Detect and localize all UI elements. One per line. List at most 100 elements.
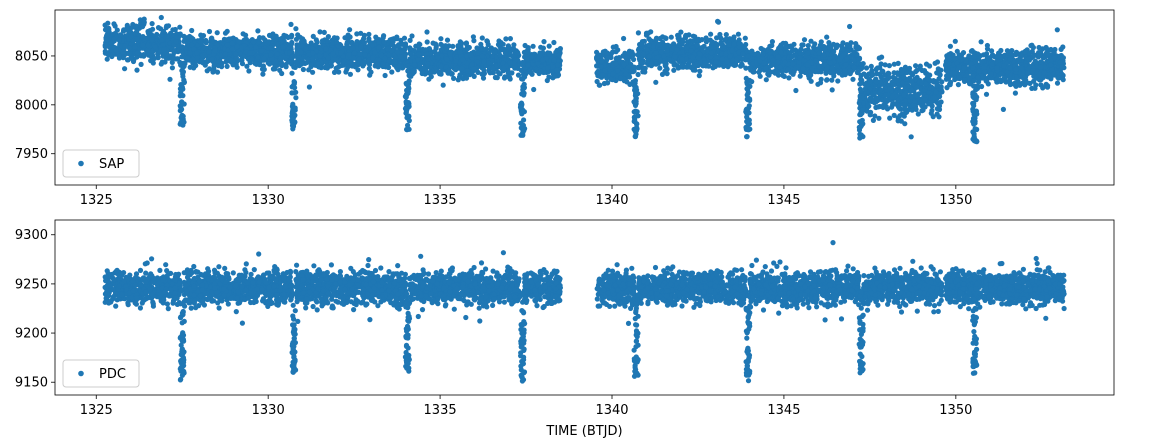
sap-data-point	[135, 28, 140, 33]
sap-data-point	[346, 52, 351, 57]
sap-data-point	[415, 57, 420, 62]
sap-data-point	[213, 48, 218, 53]
sap-data-point	[613, 61, 618, 66]
sap-data-point	[148, 58, 153, 63]
sap-data-point	[697, 69, 702, 74]
sap-data-point	[389, 48, 394, 53]
sap-data-point	[597, 83, 602, 88]
sap-data-point	[790, 61, 795, 66]
sap-data-point	[890, 94, 895, 99]
sap-data-point	[831, 73, 836, 78]
sap-data-point	[553, 74, 558, 79]
sap-data-point	[267, 33, 272, 38]
sap-data-point	[110, 52, 115, 57]
sap-data-point	[338, 50, 343, 55]
sap-data-point	[228, 58, 233, 63]
sap-data-point	[306, 57, 311, 62]
sap-data-point	[400, 42, 405, 47]
sap-data-point	[412, 62, 417, 67]
sap-data-point	[892, 70, 897, 75]
sap-data-point	[805, 63, 810, 68]
sap-data-point	[824, 77, 829, 82]
sap-data-point	[697, 51, 702, 56]
sap-data-point	[370, 43, 375, 48]
sap-data-point	[428, 71, 433, 76]
sap-flux-panel: 1325 1330 1335 1340 1345 1350 795080008050 SA…	[15, 10, 1114, 208]
sap-data-point	[600, 72, 605, 77]
sap-data-point	[531, 87, 536, 92]
sap-data-point	[470, 62, 475, 67]
sap-data-point	[697, 73, 702, 78]
sap-data-point	[599, 58, 604, 63]
sap-data-point	[671, 68, 676, 73]
sap-data-point	[261, 63, 266, 68]
sap-data-point	[231, 36, 236, 41]
sap-data-point	[426, 62, 431, 67]
sap-data-point	[809, 67, 814, 72]
sap-data-point	[931, 78, 936, 83]
sap-data-point	[209, 57, 214, 62]
sap-data-point	[503, 36, 508, 41]
sap-data-point	[765, 47, 770, 52]
sap-data-point	[663, 36, 668, 41]
sap-data-point	[509, 47, 514, 52]
sap-data-point	[985, 43, 990, 48]
sap-data-point	[525, 56, 530, 61]
sap-data-point	[843, 51, 848, 56]
sap-data-point	[504, 51, 509, 56]
sap-data-point	[932, 95, 937, 100]
sap-data-point	[897, 113, 902, 118]
sap-data-point	[159, 33, 164, 38]
sap-data-point	[132, 45, 137, 50]
sap-data-point	[444, 56, 449, 61]
sap-data-point	[382, 40, 387, 45]
sap-data-point	[105, 29, 110, 34]
sap-data-point	[939, 79, 944, 84]
sap-data-point	[875, 65, 880, 70]
sap-data-point	[869, 64, 874, 69]
sap-data-point	[395, 49, 400, 54]
sap-data-point	[541, 39, 546, 44]
sap-data-point	[239, 57, 244, 62]
sap-data-point	[376, 39, 381, 44]
sap-data-point	[313, 42, 318, 47]
sap-data-point	[303, 46, 308, 51]
sap-data-point	[714, 35, 719, 40]
sap-data-point	[445, 38, 450, 43]
sap-data-point	[759, 46, 764, 51]
sap-data-point	[299, 56, 304, 61]
sap-data-point	[680, 57, 685, 62]
sap-data-point	[627, 51, 632, 56]
sap-data-point	[716, 20, 721, 25]
sap-data-point	[526, 63, 531, 68]
sap-data-point	[390, 39, 395, 44]
sap-data-point	[381, 33, 386, 38]
sap-data-point	[181, 34, 186, 39]
sap-data-point	[664, 61, 669, 66]
sap-data-point	[610, 50, 615, 55]
sap-data-point	[660, 72, 665, 77]
sap-data-point	[104, 37, 109, 42]
sap-data-point	[799, 42, 804, 47]
sap-data-point	[352, 51, 357, 56]
sap-data-point	[826, 40, 831, 45]
sap-data-point	[275, 42, 280, 47]
sap-data-point	[171, 49, 176, 54]
sap-data-point	[551, 40, 556, 45]
sap-data-point	[280, 45, 285, 50]
sap-data-point	[722, 37, 727, 42]
sap-data-point	[412, 68, 417, 73]
sap-data-point	[325, 39, 330, 44]
sap-data-point	[538, 51, 543, 56]
sap-data-point	[215, 70, 220, 75]
sap-data-point	[117, 38, 122, 43]
sap-data-point	[150, 21, 155, 26]
sap-data-point	[407, 46, 412, 51]
sap-data-point	[822, 53, 827, 58]
sap-data-point	[496, 70, 501, 75]
sap-data-point	[441, 83, 446, 88]
sap-data-point	[448, 51, 453, 56]
sap-data-point	[453, 67, 458, 72]
sap-data-point	[828, 60, 833, 65]
sap-data-point	[424, 29, 429, 34]
